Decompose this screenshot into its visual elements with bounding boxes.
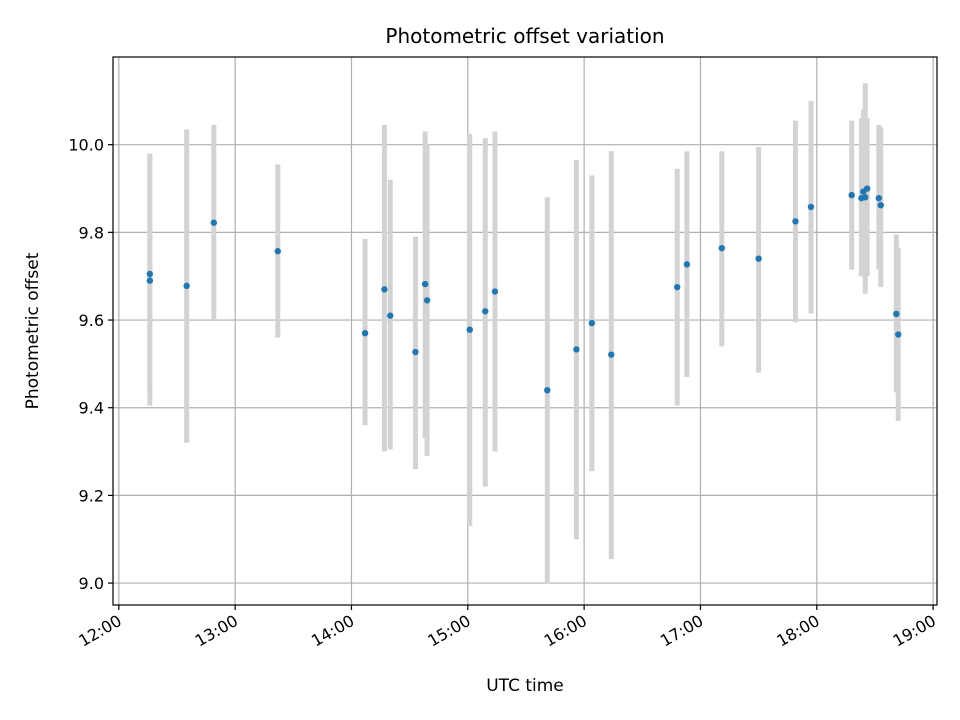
data-point — [807, 203, 815, 211]
data-point — [183, 282, 190, 290]
data-point — [877, 201, 884, 209]
data-point — [387, 312, 394, 319]
data-point — [361, 329, 369, 337]
data-point — [146, 270, 154, 278]
x-axis-title: UTC time — [486, 676, 564, 696]
data-point — [683, 261, 691, 268]
data-point — [755, 255, 762, 262]
chart-title: Photometric offset variation — [385, 24, 664, 48]
data-point — [210, 219, 218, 226]
data-point — [412, 348, 419, 356]
y-tick-label: 9.8 — [79, 223, 104, 242]
y-tick-label: 10.0 — [68, 136, 104, 155]
data-point — [544, 386, 551, 394]
y-tick-label: 9.6 — [79, 311, 104, 330]
y-tick-label: 9.0 — [79, 574, 104, 593]
data-point — [608, 351, 615, 358]
y-tick-label: 9.2 — [79, 486, 104, 505]
data-point — [893, 310, 900, 318]
data-point — [573, 346, 580, 353]
data-point — [146, 277, 154, 284]
y-tick-label: 9.4 — [79, 399, 104, 418]
data-point — [862, 194, 869, 201]
data-point — [848, 191, 855, 199]
data-point — [792, 218, 799, 225]
data-point — [673, 283, 681, 291]
plot-frame — [112, 56, 938, 606]
data-point — [381, 286, 388, 293]
y-axis-title: Photometric offset — [23, 252, 43, 409]
data-point — [864, 185, 871, 192]
data-point — [588, 319, 596, 327]
data-point — [274, 248, 281, 255]
data-point — [466, 326, 473, 333]
data-point — [875, 194, 883, 202]
data-point — [482, 308, 489, 315]
data-point — [423, 297, 431, 304]
data-point — [421, 280, 429, 288]
data-point — [718, 244, 725, 252]
data-point — [491, 288, 499, 295]
data-point — [895, 331, 902, 338]
grid-lines — [113, 57, 937, 605]
plot-area — [113, 57, 937, 605]
data-points — [146, 185, 902, 394]
